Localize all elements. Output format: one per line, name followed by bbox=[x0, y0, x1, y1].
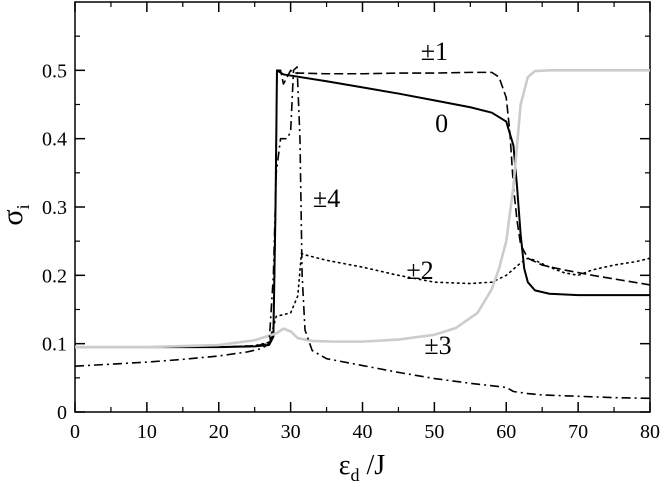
x-tick-label: 50 bbox=[424, 421, 444, 443]
x-tick-label: 10 bbox=[137, 421, 157, 443]
curve-label-4: ±3 bbox=[424, 331, 451, 360]
series-line-1 bbox=[75, 69, 651, 348]
curve-label-0: ±1 bbox=[421, 37, 448, 66]
series-lines bbox=[74, 66, 651, 400]
series-line-2 bbox=[74, 252, 651, 348]
series-line-4 bbox=[74, 66, 651, 400]
x-tick-label: 30 bbox=[281, 421, 301, 443]
tick-marks bbox=[74, 2, 651, 413]
x-axis-title-sub: d bbox=[351, 465, 360, 485]
series-line-0 bbox=[75, 69, 650, 349]
curve-label-3: ±2 bbox=[406, 256, 433, 285]
y-tick-label: 0 bbox=[57, 402, 67, 424]
x-tick-label: 60 bbox=[496, 421, 516, 443]
plot-frame bbox=[74, 1, 651, 413]
curve-label-1: 0 bbox=[435, 109, 448, 138]
y-tick-label: 0.1 bbox=[42, 334, 67, 356]
x-tick-label: 70 bbox=[568, 421, 588, 443]
curve-label-2: ±4 bbox=[313, 184, 340, 213]
x-axis-title-main: ε bbox=[339, 450, 351, 481]
y-tick-labels: 0 0.1 0.2 0.3 0.4 0.5 bbox=[42, 60, 67, 424]
y-tick-label: 0.2 bbox=[42, 265, 67, 287]
x-tick-labels: 0 10 20 30 40 50 60 70 80 bbox=[70, 421, 660, 443]
y-tick-label: 0.4 bbox=[42, 129, 67, 151]
x-tick-label: 0 bbox=[70, 421, 80, 443]
x-axis-title-suffix: /J bbox=[360, 450, 386, 481]
y-tick-label: 0.3 bbox=[42, 197, 67, 219]
x-axis-title: εd /J bbox=[339, 450, 386, 485]
y-axis-title-main: σ bbox=[0, 209, 29, 225]
series-line-3 bbox=[75, 69, 650, 349]
y-axis-title: σi bbox=[0, 204, 33, 225]
y-axis-title-sub: i bbox=[13, 204, 33, 209]
x-tick-label: 80 bbox=[640, 421, 660, 443]
x-tick-label: 20 bbox=[209, 421, 229, 443]
curve-labels: ±1 0 ±4 ±2 ±3 bbox=[313, 37, 452, 360]
y-tick-label: 0.5 bbox=[42, 60, 67, 82]
x-tick-label: 40 bbox=[353, 421, 373, 443]
